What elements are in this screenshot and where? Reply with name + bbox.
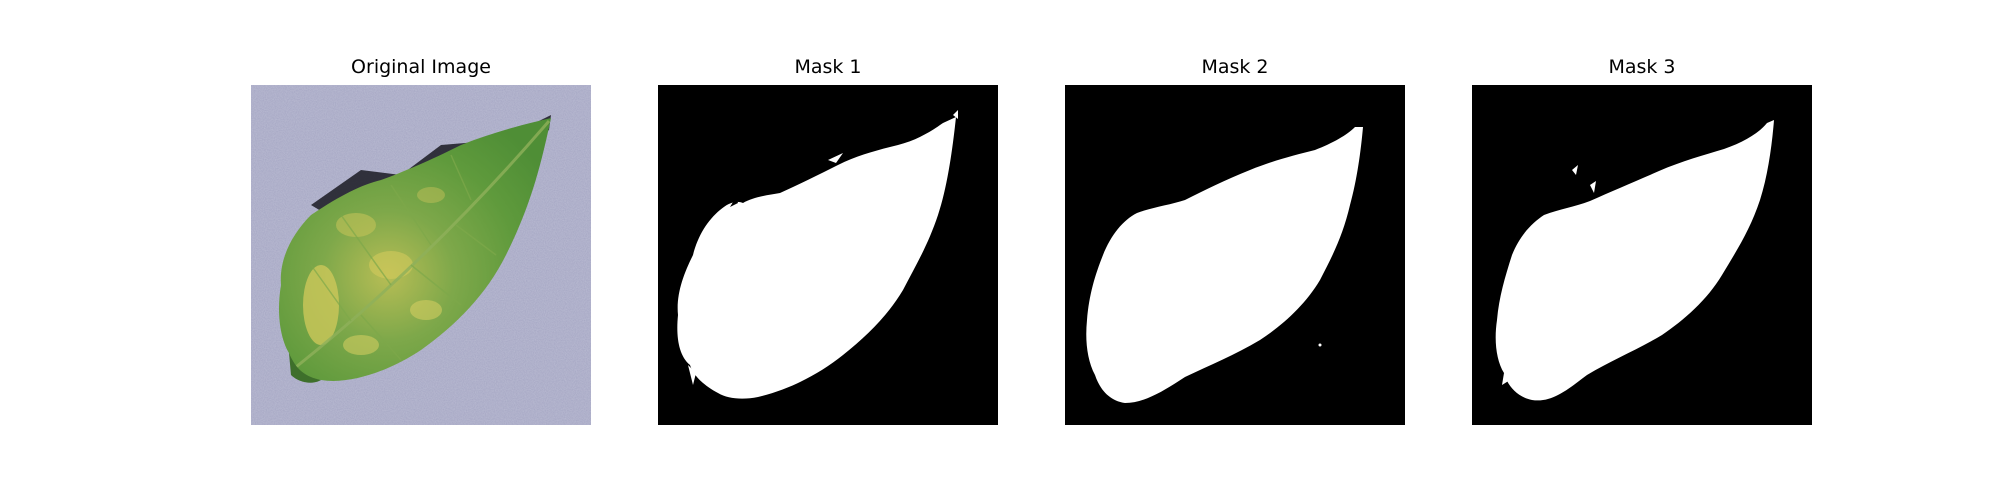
panel-mask-1: Mask 1: [658, 55, 998, 435]
mask-3-image: [1472, 85, 1812, 425]
original-leaf-photo: [251, 85, 591, 425]
panel-title: Mask 2: [1201, 56, 1269, 78]
mask-1-image: [658, 85, 998, 425]
panel-mask-3: Mask 3: [1472, 55, 1812, 435]
panel-mask-2: Mask 2: [1065, 55, 1405, 435]
panel-title: Original Image: [351, 56, 491, 78]
mask-2-image: [1065, 85, 1405, 425]
panel-title: Mask 1: [794, 56, 862, 78]
panel-original-image: Original Image: [251, 55, 591, 435]
panel-title: Mask 3: [1608, 56, 1676, 78]
